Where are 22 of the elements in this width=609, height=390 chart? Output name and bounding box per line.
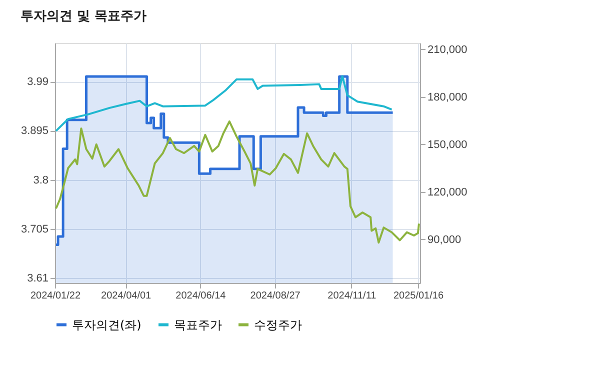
- x-tick-label: 2024/06/14: [176, 290, 226, 302]
- y2-tick-label: 150,000: [428, 138, 468, 151]
- y2-tick-label: 90,000: [428, 234, 462, 246]
- x-tick-label: 2025/01/16: [393, 290, 444, 302]
- y2-tick-label: 210,000: [428, 44, 468, 56]
- line-series: [55, 120, 420, 244]
- x-tick-label: 2024/08/27: [250, 290, 301, 302]
- y-tick-label: 3.8: [33, 174, 48, 186]
- y-tick-label: 3.705: [20, 223, 48, 236]
- y2-tick-label: 180,000: [428, 91, 468, 104]
- x-tick-label: 2024/01/22: [30, 290, 81, 302]
- x-tick-label: 2024/04/01: [101, 290, 152, 302]
- x-tick-label: 2024/11/11: [328, 290, 377, 302]
- y2-tick-label: 120,000: [428, 186, 468, 198]
- y-tick-label: 3.99: [27, 76, 48, 88]
- line-series: [55, 75, 393, 132]
- y-tick-label: 3.61: [27, 272, 48, 284]
- y-tick-label: 3.895: [20, 125, 48, 138]
- legend-label: 수정주가: [254, 318, 302, 332]
- legend-label: 투자의견(좌): [72, 318, 142, 332]
- chart-title: 투자의견 및 목표주가: [20, 9, 147, 24]
- legend-label: 목표주가: [174, 318, 222, 332]
